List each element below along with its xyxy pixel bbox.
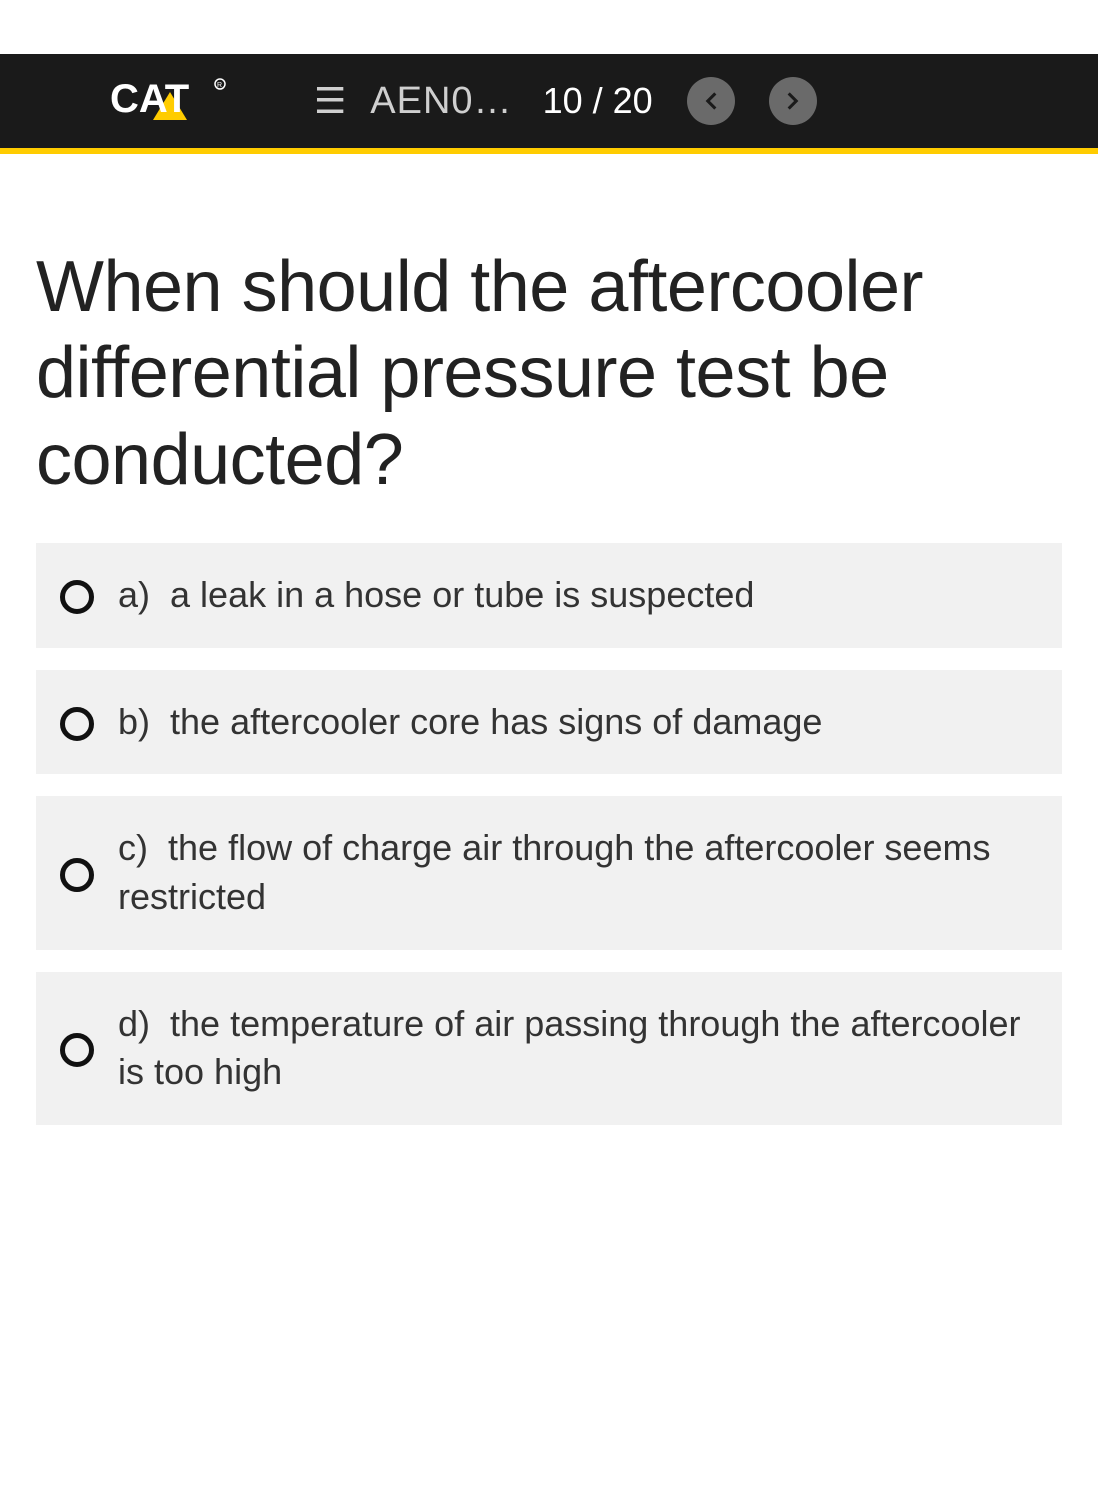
option-c[interactable]: c) the flow of charge air through the af…	[36, 796, 1062, 949]
option-d[interactable]: d) the temperature of air passing throug…	[36, 972, 1062, 1125]
option-a[interactable]: a) a leak in a hose or tube is suspected	[36, 543, 1062, 648]
app-header: CAT R ☰ AEN0… 10 / 20	[0, 54, 1098, 154]
question-area: When should the aftercooler differential…	[0, 154, 1098, 1187]
menu-icon[interactable]: ☰	[314, 83, 346, 119]
option-b[interactable]: b) the aftercooler core has signs of dam…	[36, 670, 1062, 775]
arrow-left-icon	[698, 88, 724, 114]
question-text: When should the aftercooler differential…	[36, 244, 1062, 503]
option-text: d) the temperature of air passing throug…	[118, 1000, 1032, 1097]
radio-icon	[60, 1033, 94, 1067]
option-text: a) a leak in a hose or tube is suspected	[118, 571, 1032, 620]
radio-icon	[60, 858, 94, 892]
progress-counter: 10 / 20	[543, 80, 653, 122]
option-text: c) the flow of charge air through the af…	[118, 824, 1032, 921]
radio-icon	[60, 580, 94, 614]
brand-logo: CAT R	[110, 76, 230, 126]
svg-text:R: R	[217, 82, 222, 89]
option-text: b) the aftercooler core has signs of dam…	[118, 698, 1032, 747]
radio-icon	[60, 707, 94, 741]
prev-button[interactable]	[687, 77, 735, 125]
status-bar-gap	[0, 0, 1098, 54]
course-title: AEN0…	[370, 80, 512, 123]
arrow-right-icon	[780, 88, 806, 114]
brand-text: CAT	[110, 77, 189, 121]
next-button[interactable]	[769, 77, 817, 125]
